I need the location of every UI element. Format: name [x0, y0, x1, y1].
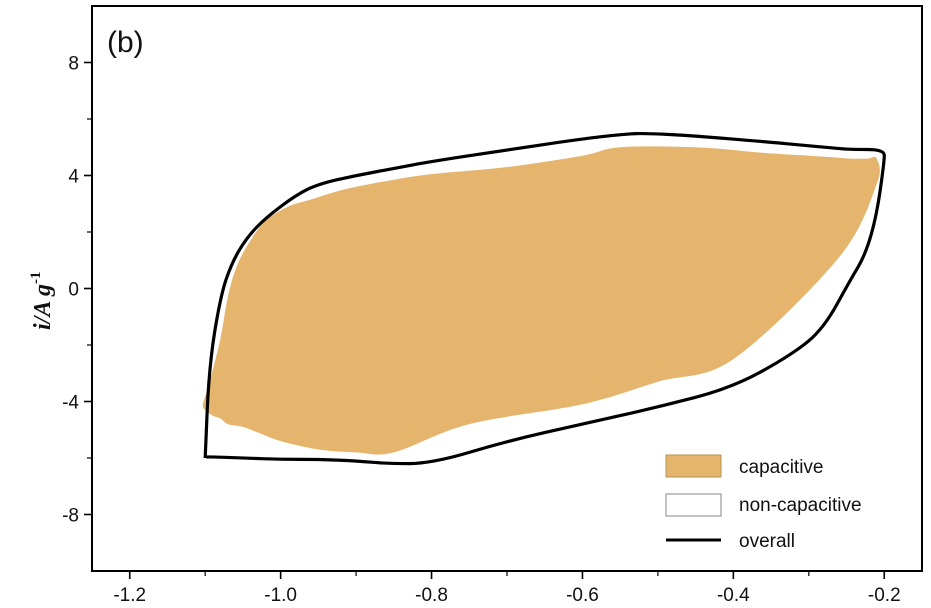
x-tick-label: -1.2 — [113, 585, 146, 606]
series-overall-line — [203, 131, 886, 466]
x-tick-label: -0.6 — [566, 585, 599, 606]
legend-label-non-capacitive: non-capacitive — [739, 495, 862, 516]
x-axis-ticks: -1.2 -1.0 -0.8 -0.6 -0.4 -0.2 — [113, 571, 901, 606]
y-axis-label-superscript: -1 — [28, 271, 44, 284]
y-axis-label-main: i/A g — [30, 284, 56, 330]
series-capacitive-area — [202, 146, 880, 455]
y-tick-label: -4 — [62, 393, 79, 414]
y-axis-label: i/A g-1 — [28, 271, 56, 330]
y-tick-label: 0 — [68, 280, 79, 301]
y-tick-label: -8 — [62, 506, 79, 527]
legend-swatch-non-capacitive — [665, 493, 722, 517]
x-tick-label: -0.8 — [415, 585, 448, 606]
x-tick-label: -1.0 — [264, 585, 297, 606]
x-tick-label: -0.2 — [868, 585, 901, 606]
x-tick-label: -0.4 — [717, 585, 750, 606]
y-tick-label: 8 — [68, 54, 79, 75]
y-tick-label: 4 — [68, 167, 79, 188]
legend-label-capacitive: capacitive — [739, 457, 824, 478]
legend-label-overall: overall — [739, 531, 795, 552]
legend-swatch-capacitive — [665, 454, 722, 478]
legend: capacitive non-capacitive overall — [665, 454, 862, 552]
panel-label: (b) — [107, 26, 144, 59]
y-axis-ticks: -8 -4 0 4 8 — [62, 54, 92, 527]
